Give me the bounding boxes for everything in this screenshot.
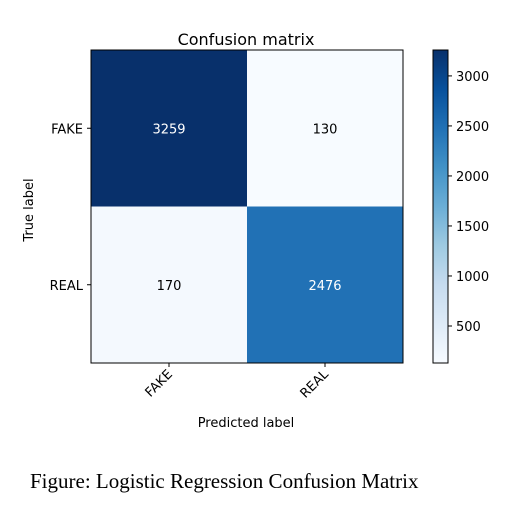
heatmap-cells: 3259 130 170 2476	[91, 50, 403, 363]
colorbar-tick-label: 1000	[456, 270, 489, 285]
cell-value-label: 130	[313, 122, 338, 137]
figure-caption: Figure: Logistic Regression Confusion Ma…	[30, 469, 418, 494]
colorbar-tick-label: 1500	[456, 220, 489, 235]
colorbar-tick-label: 2000	[456, 170, 489, 185]
colorbar	[433, 50, 448, 363]
cell-value-label: 170	[157, 279, 182, 294]
y-tick-label: FAKE	[51, 122, 83, 137]
colorbar-tick-label: 500	[456, 320, 481, 335]
cell-value-label: 3259	[152, 122, 185, 137]
x-tick-label: FAKE	[143, 367, 176, 400]
x-axis-label: Predicted label	[198, 416, 295, 431]
cell-value-label: 2476	[308, 279, 341, 294]
colorbar-tick-label: 3000	[456, 70, 489, 85]
colorbar-tick-label: 2500	[456, 120, 489, 135]
chart-title: Confusion matrix	[178, 30, 315, 49]
y-tick-label: REAL	[50, 279, 84, 294]
colorbar-ticks: 500 1000 1500 2000 2500 3000	[448, 70, 489, 335]
y-axis-label: True label	[22, 178, 37, 242]
x-tick-label: REAL	[298, 367, 333, 402]
